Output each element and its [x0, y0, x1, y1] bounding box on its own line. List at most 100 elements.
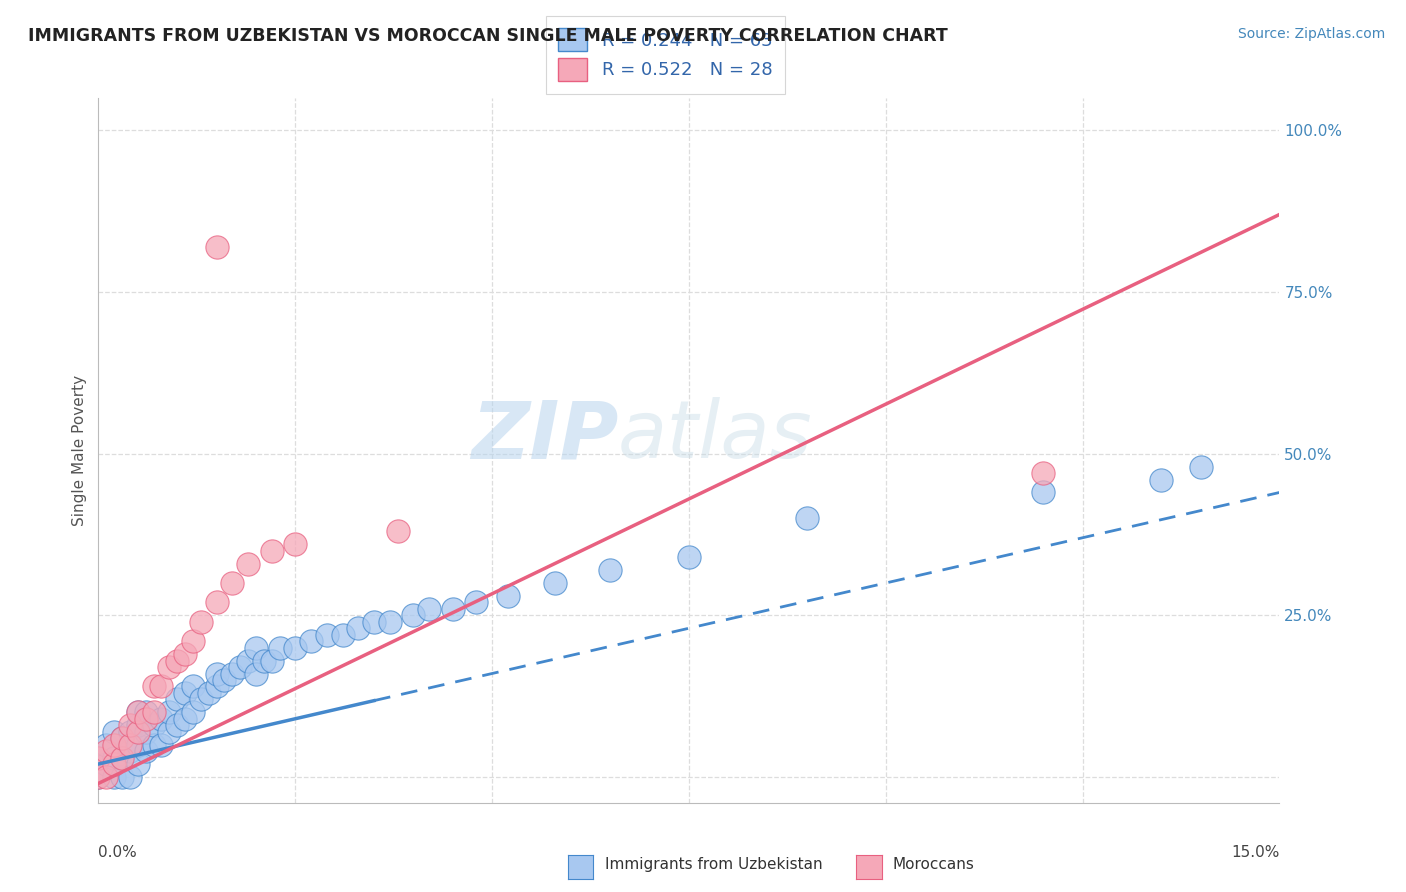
- Point: [150, 738, 173, 752]
- Point: [103, 770, 125, 784]
- Point: [236, 557, 259, 571]
- Text: ZIP: ZIP: [471, 397, 619, 475]
- Text: Immigrants from Uzbekistan: Immigrants from Uzbekistan: [605, 857, 823, 872]
- Point: [1150, 473, 1173, 487]
- Point: [284, 640, 307, 655]
- Point: [181, 634, 204, 648]
- Point: [111, 750, 134, 764]
- Text: Moroccans: Moroccans: [893, 857, 974, 872]
- Legend: R = 0.244   N = 63, R = 0.522   N = 28: R = 0.244 N = 63, R = 0.522 N = 28: [546, 15, 785, 94]
- Point: [245, 666, 267, 681]
- Point: [221, 666, 243, 681]
- Point: [127, 724, 149, 739]
- Point: [387, 524, 409, 539]
- Point: [103, 750, 125, 764]
- Point: [127, 706, 149, 720]
- Y-axis label: Single Male Poverty: Single Male Poverty: [72, 375, 87, 526]
- Point: [142, 706, 165, 720]
- Point: [166, 718, 188, 732]
- Point: [174, 647, 197, 661]
- Point: [197, 686, 219, 700]
- Point: [378, 615, 401, 629]
- Point: [260, 543, 283, 558]
- Point: [236, 654, 259, 668]
- Point: [205, 666, 228, 681]
- Point: [127, 706, 149, 720]
- Point: [127, 718, 149, 732]
- Point: [190, 692, 212, 706]
- Point: [157, 660, 180, 674]
- Point: [150, 712, 173, 726]
- Point: [465, 595, 488, 609]
- Point: [205, 240, 228, 254]
- Point: [214, 673, 236, 687]
- Point: [315, 628, 337, 642]
- Point: [96, 744, 118, 758]
- Point: [111, 770, 134, 784]
- Point: [96, 757, 118, 772]
- Point: [205, 595, 228, 609]
- Point: [87, 750, 110, 764]
- Point: [118, 718, 141, 732]
- Point: [1032, 485, 1054, 500]
- Point: [221, 576, 243, 591]
- Point: [496, 589, 519, 603]
- Point: [87, 770, 110, 784]
- Point: [363, 615, 385, 629]
- Point: [260, 654, 283, 668]
- Point: [441, 602, 464, 616]
- Point: [118, 744, 141, 758]
- Point: [174, 686, 197, 700]
- Point: [127, 738, 149, 752]
- Point: [118, 738, 141, 752]
- Point: [157, 706, 180, 720]
- Point: [253, 654, 276, 668]
- Point: [1032, 466, 1054, 480]
- Point: [796, 511, 818, 525]
- Point: [544, 576, 567, 591]
- Point: [190, 615, 212, 629]
- Point: [245, 640, 267, 655]
- Text: IMMIGRANTS FROM UZBEKISTAN VS MOROCCAN SINGLE MALE POVERTY CORRELATION CHART: IMMIGRANTS FROM UZBEKISTAN VS MOROCCAN S…: [28, 27, 948, 45]
- Point: [269, 640, 291, 655]
- Point: [111, 750, 134, 764]
- Point: [347, 621, 370, 635]
- Point: [157, 724, 180, 739]
- Point: [402, 608, 425, 623]
- Point: [103, 724, 125, 739]
- Text: Source: ZipAtlas.com: Source: ZipAtlas.com: [1237, 27, 1385, 41]
- Point: [142, 718, 165, 732]
- Point: [174, 712, 197, 726]
- Point: [96, 770, 118, 784]
- Point: [150, 680, 173, 694]
- Point: [418, 602, 440, 616]
- Point: [111, 731, 134, 746]
- Point: [135, 724, 157, 739]
- Point: [127, 757, 149, 772]
- Point: [118, 770, 141, 784]
- Point: [87, 770, 110, 784]
- Point: [599, 563, 621, 577]
- Text: 0.0%: 0.0%: [98, 845, 138, 860]
- Point: [135, 744, 157, 758]
- Point: [1189, 459, 1212, 474]
- Point: [103, 757, 125, 772]
- Point: [284, 537, 307, 551]
- Point: [103, 738, 125, 752]
- Point: [332, 628, 354, 642]
- Point: [299, 634, 322, 648]
- Point: [181, 680, 204, 694]
- Point: [166, 692, 188, 706]
- Text: atlas: atlas: [619, 397, 813, 475]
- Point: [142, 738, 165, 752]
- Point: [118, 724, 141, 739]
- Point: [135, 706, 157, 720]
- Point: [205, 680, 228, 694]
- Text: 15.0%: 15.0%: [1232, 845, 1279, 860]
- Point: [142, 680, 165, 694]
- Point: [96, 738, 118, 752]
- Point: [229, 660, 252, 674]
- Point: [135, 712, 157, 726]
- Point: [181, 706, 204, 720]
- Point: [166, 654, 188, 668]
